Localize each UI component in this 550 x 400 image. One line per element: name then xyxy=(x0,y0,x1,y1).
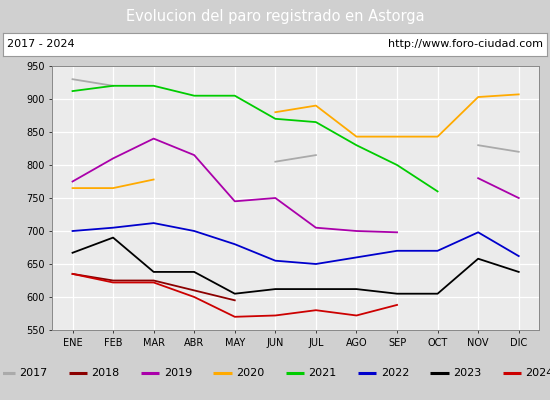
Text: 2017 - 2024: 2017 - 2024 xyxy=(7,39,75,49)
Text: 2019: 2019 xyxy=(164,368,192,378)
Text: 2017: 2017 xyxy=(19,368,47,378)
Text: 2024: 2024 xyxy=(525,368,550,378)
Text: 2018: 2018 xyxy=(91,368,120,378)
Text: http://www.foro-ciudad.com: http://www.foro-ciudad.com xyxy=(388,39,543,49)
Text: 2020: 2020 xyxy=(236,368,265,378)
Text: 2021: 2021 xyxy=(309,368,337,378)
Text: 2023: 2023 xyxy=(453,368,481,378)
Text: Evolucion del paro registrado en Astorga: Evolucion del paro registrado en Astorga xyxy=(126,9,424,24)
Text: 2022: 2022 xyxy=(381,368,409,378)
